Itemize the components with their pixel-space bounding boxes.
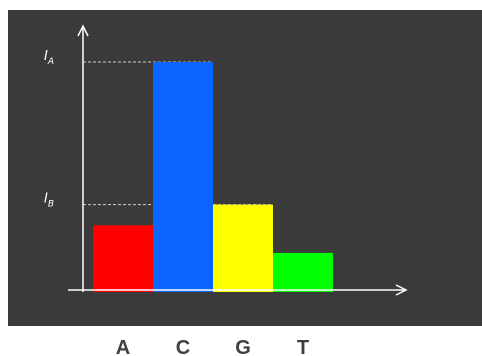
- x-tick-label-t: T: [297, 337, 309, 356]
- y-reference-label-subscript: B: [48, 200, 54, 210]
- x-axis-arrowhead: [395, 284, 408, 296]
- bars: [93, 62, 333, 292]
- y-axis-arrowhead: [77, 24, 89, 37]
- y-reference-label-a: IA: [44, 49, 54, 67]
- axes: [68, 24, 408, 296]
- y-reference-label-b: IB: [44, 192, 54, 210]
- bar-c: [153, 62, 213, 292]
- bar-t: [273, 252, 333, 292]
- y-reference-label-main: I: [44, 192, 48, 207]
- x-tick-label-c: C: [176, 337, 190, 356]
- y-reference-label-main: I: [44, 49, 48, 64]
- x-tick-label-g: G: [235, 337, 251, 356]
- x-tick-label-a: A: [116, 337, 130, 356]
- bar-g: [213, 204, 273, 292]
- bar-a: [93, 225, 153, 292]
- y-reference-label-subscript: A: [47, 57, 54, 67]
